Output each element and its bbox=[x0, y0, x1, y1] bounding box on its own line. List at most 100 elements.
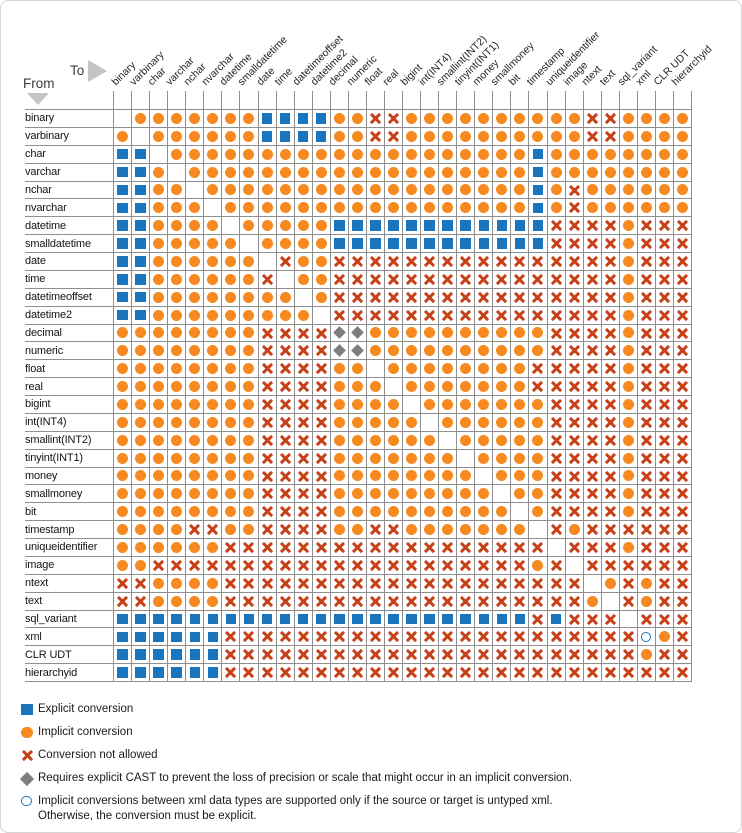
matrix-cell bbox=[150, 431, 169, 450]
matrix-cell bbox=[655, 664, 674, 682]
implicit-circle-icon bbox=[604, 166, 616, 178]
not-allowed-x-icon bbox=[496, 309, 508, 321]
matrix-cell bbox=[565, 413, 584, 432]
implicit-circle-icon bbox=[333, 148, 345, 160]
implicit-circle-icon bbox=[406, 488, 418, 500]
implicit-circle-icon bbox=[171, 148, 183, 160]
matrix-cell bbox=[475, 324, 494, 343]
matrix-cell bbox=[240, 181, 259, 200]
not-allowed-x-icon bbox=[351, 577, 363, 589]
implicit-circle-icon bbox=[243, 255, 255, 267]
not-allowed-x-icon bbox=[261, 506, 273, 518]
explicit-square-icon bbox=[117, 184, 128, 196]
not-allowed-x-icon bbox=[658, 238, 670, 250]
matrix-cell bbox=[222, 288, 241, 307]
matrix-cell bbox=[673, 199, 692, 218]
row-label-char: char bbox=[25, 146, 113, 164]
implicit-circle-icon bbox=[279, 148, 291, 160]
not-allowed-x-icon bbox=[333, 577, 345, 589]
matrix-cell bbox=[457, 235, 476, 253]
implicit-circle-icon bbox=[478, 148, 490, 160]
not-allowed-x-icon bbox=[243, 559, 255, 571]
matrix-cell bbox=[258, 110, 277, 128]
not-allowed-x-icon bbox=[532, 595, 544, 607]
matrix-cell bbox=[276, 396, 295, 414]
implicit-circle-icon bbox=[586, 148, 598, 160]
not-allowed-x-icon bbox=[550, 291, 562, 303]
implicit-circle-icon bbox=[333, 452, 345, 464]
matrix-cell bbox=[294, 145, 313, 164]
implicit-circle-icon bbox=[225, 148, 237, 160]
implicit-circle-icon bbox=[351, 524, 363, 536]
implicit-circle-icon bbox=[333, 112, 345, 124]
matrix-cell bbox=[529, 306, 548, 325]
matrix-cell bbox=[565, 646, 584, 665]
matrix-cell bbox=[132, 431, 151, 450]
not-allowed-x-icon bbox=[514, 631, 526, 643]
implicit-circle-icon bbox=[243, 452, 255, 464]
implicit-circle-icon bbox=[514, 416, 526, 428]
matrix-cell bbox=[493, 110, 512, 128]
not-allowed-x-icon bbox=[604, 416, 616, 428]
matrix-cell bbox=[475, 181, 494, 200]
row-label-decimal: decimal bbox=[25, 325, 113, 343]
not-allowed-x-icon bbox=[550, 327, 562, 339]
header-tick bbox=[222, 91, 241, 109]
matrix-cell bbox=[258, 449, 277, 468]
matrix-cell bbox=[204, 145, 223, 164]
not-allowed-x-icon bbox=[568, 452, 580, 464]
implicit-circle-icon bbox=[622, 434, 634, 446]
not-allowed-x-icon bbox=[604, 631, 616, 643]
matrix-cell bbox=[655, 413, 674, 432]
implicit-circle-icon bbox=[189, 541, 201, 553]
not-allowed-x-icon bbox=[387, 291, 399, 303]
implicit-circle-icon bbox=[406, 452, 418, 464]
matrix-cell bbox=[366, 127, 385, 146]
not-allowed-x-icon bbox=[478, 577, 490, 589]
matrix-cell bbox=[258, 628, 277, 647]
matrix-cell bbox=[366, 324, 385, 343]
matrix-cell bbox=[150, 360, 169, 379]
matrix-cell bbox=[276, 610, 295, 629]
matrix-cell bbox=[258, 378, 277, 396]
matrix-cell bbox=[366, 163, 385, 182]
matrix-cell bbox=[222, 181, 241, 200]
matrix-cell bbox=[673, 324, 692, 343]
implicit-circle-icon bbox=[460, 363, 472, 375]
matrix-cell bbox=[439, 324, 458, 343]
implicit-circle-icon bbox=[369, 166, 381, 178]
cast-diamond-icon bbox=[350, 344, 364, 358]
matrix-cell bbox=[312, 199, 331, 218]
matrix-cell bbox=[204, 396, 223, 414]
matrix-cell bbox=[403, 521, 422, 539]
not-allowed-x-icon bbox=[568, 381, 580, 393]
not-allowed-x-icon bbox=[658, 398, 670, 410]
matrix-cell bbox=[276, 574, 295, 593]
matrix-cell bbox=[132, 539, 151, 557]
implicit-circle-icon bbox=[387, 488, 399, 500]
matrix-cell bbox=[583, 342, 602, 361]
matrix-cell bbox=[601, 556, 620, 575]
matrix-cell bbox=[655, 360, 674, 379]
matrix-cell bbox=[312, 342, 331, 361]
matrix-cell bbox=[330, 199, 349, 218]
matrix-cell bbox=[475, 110, 494, 128]
implicit-circle-icon bbox=[496, 452, 508, 464]
not-allowed-x-icon bbox=[676, 577, 688, 589]
implicit-circle-icon bbox=[496, 327, 508, 339]
matrix-cell bbox=[384, 270, 403, 289]
matrix-cell bbox=[421, 306, 440, 325]
matrix-cell bbox=[403, 574, 422, 593]
header-tick bbox=[584, 91, 602, 109]
implicit-circle-icon bbox=[460, 327, 472, 339]
implicit-circle-icon bbox=[442, 112, 454, 124]
explicit-square-icon bbox=[532, 166, 544, 178]
matrix-cell bbox=[475, 628, 494, 647]
matrix-cell bbox=[240, 664, 259, 682]
explicit-square-icon bbox=[370, 220, 381, 231]
implicit-circle-icon bbox=[514, 470, 526, 482]
explicit-square-icon bbox=[460, 613, 471, 625]
explicit-square-icon bbox=[315, 613, 327, 625]
implicit-circle-icon bbox=[117, 363, 129, 375]
implicit-circle-icon bbox=[171, 220, 183, 232]
